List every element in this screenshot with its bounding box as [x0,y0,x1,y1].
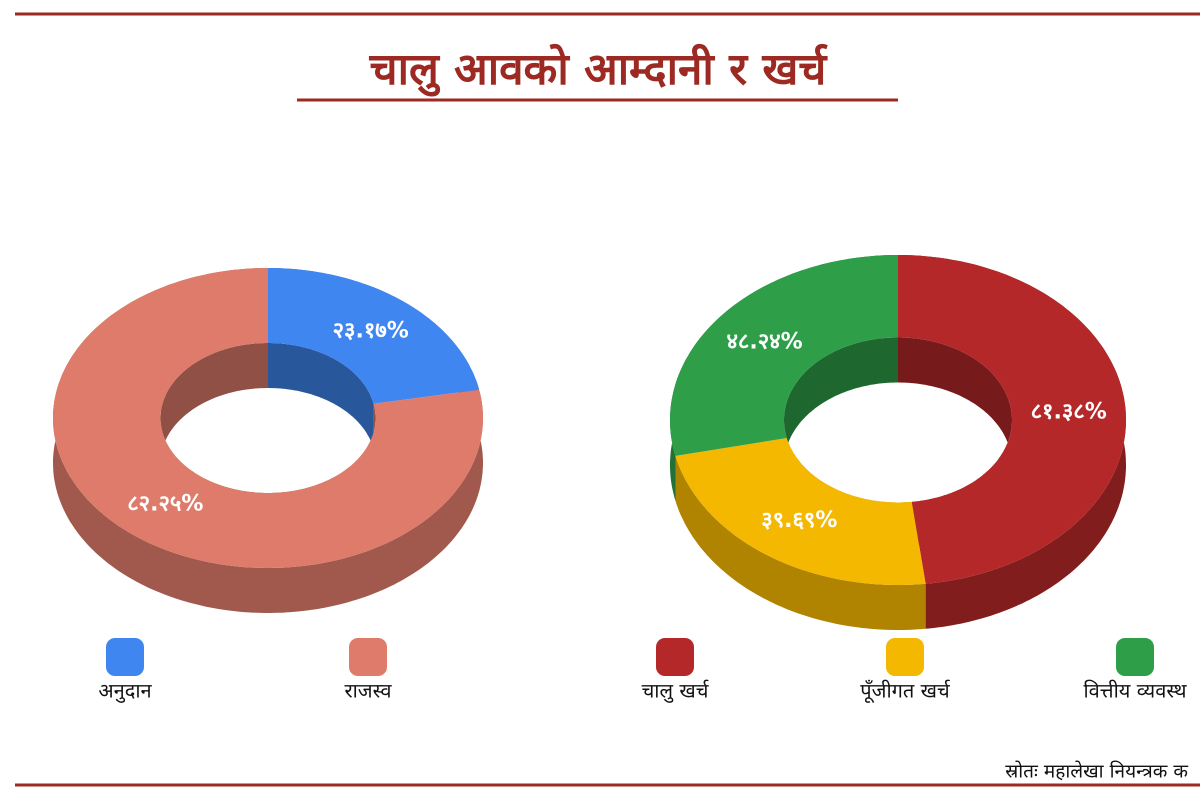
data-label: २३.१७% [333,318,409,343]
slice-labels: २३.१७% ८२.२५% [127,318,409,516]
slice-tops [53,268,483,568]
legend-label: अनुदान [98,679,152,704]
source-note: स्रोतः महालेखा नियन्त्रक क [1005,760,1188,783]
slice [675,438,926,585]
slice-labels: ८१.३८% ३९.६९% ४८.२४% [726,330,1106,533]
legend-swatch [106,638,144,676]
slice-tops [670,255,1126,585]
legend-swatch [886,638,924,676]
legend-label: वित्तीय व्यवस्थ [1084,679,1188,703]
slice [53,268,483,568]
slice-inner-side [268,343,374,449]
legend-swatch [349,638,387,676]
legend-label: पूँजीगत खर्च [860,679,950,704]
slice [670,255,898,456]
slice [268,268,480,404]
slice-inner-side [784,337,898,483]
legend-swatch [1116,638,1154,676]
data-label: ८२.२५% [127,492,203,517]
chart-title: चालु आवको आम्दानी र खर्च [369,43,829,97]
data-label: ८१.३८% [1031,399,1107,424]
legend-swatch [656,638,694,676]
slice [898,255,1126,584]
data-label: ४८.२४% [726,330,802,355]
slice-outer-side [675,455,926,630]
legend-label: राजस्व [344,679,392,703]
data-label: ३९.६९% [761,508,837,533]
legend-label: चालु खर्च [642,679,710,704]
